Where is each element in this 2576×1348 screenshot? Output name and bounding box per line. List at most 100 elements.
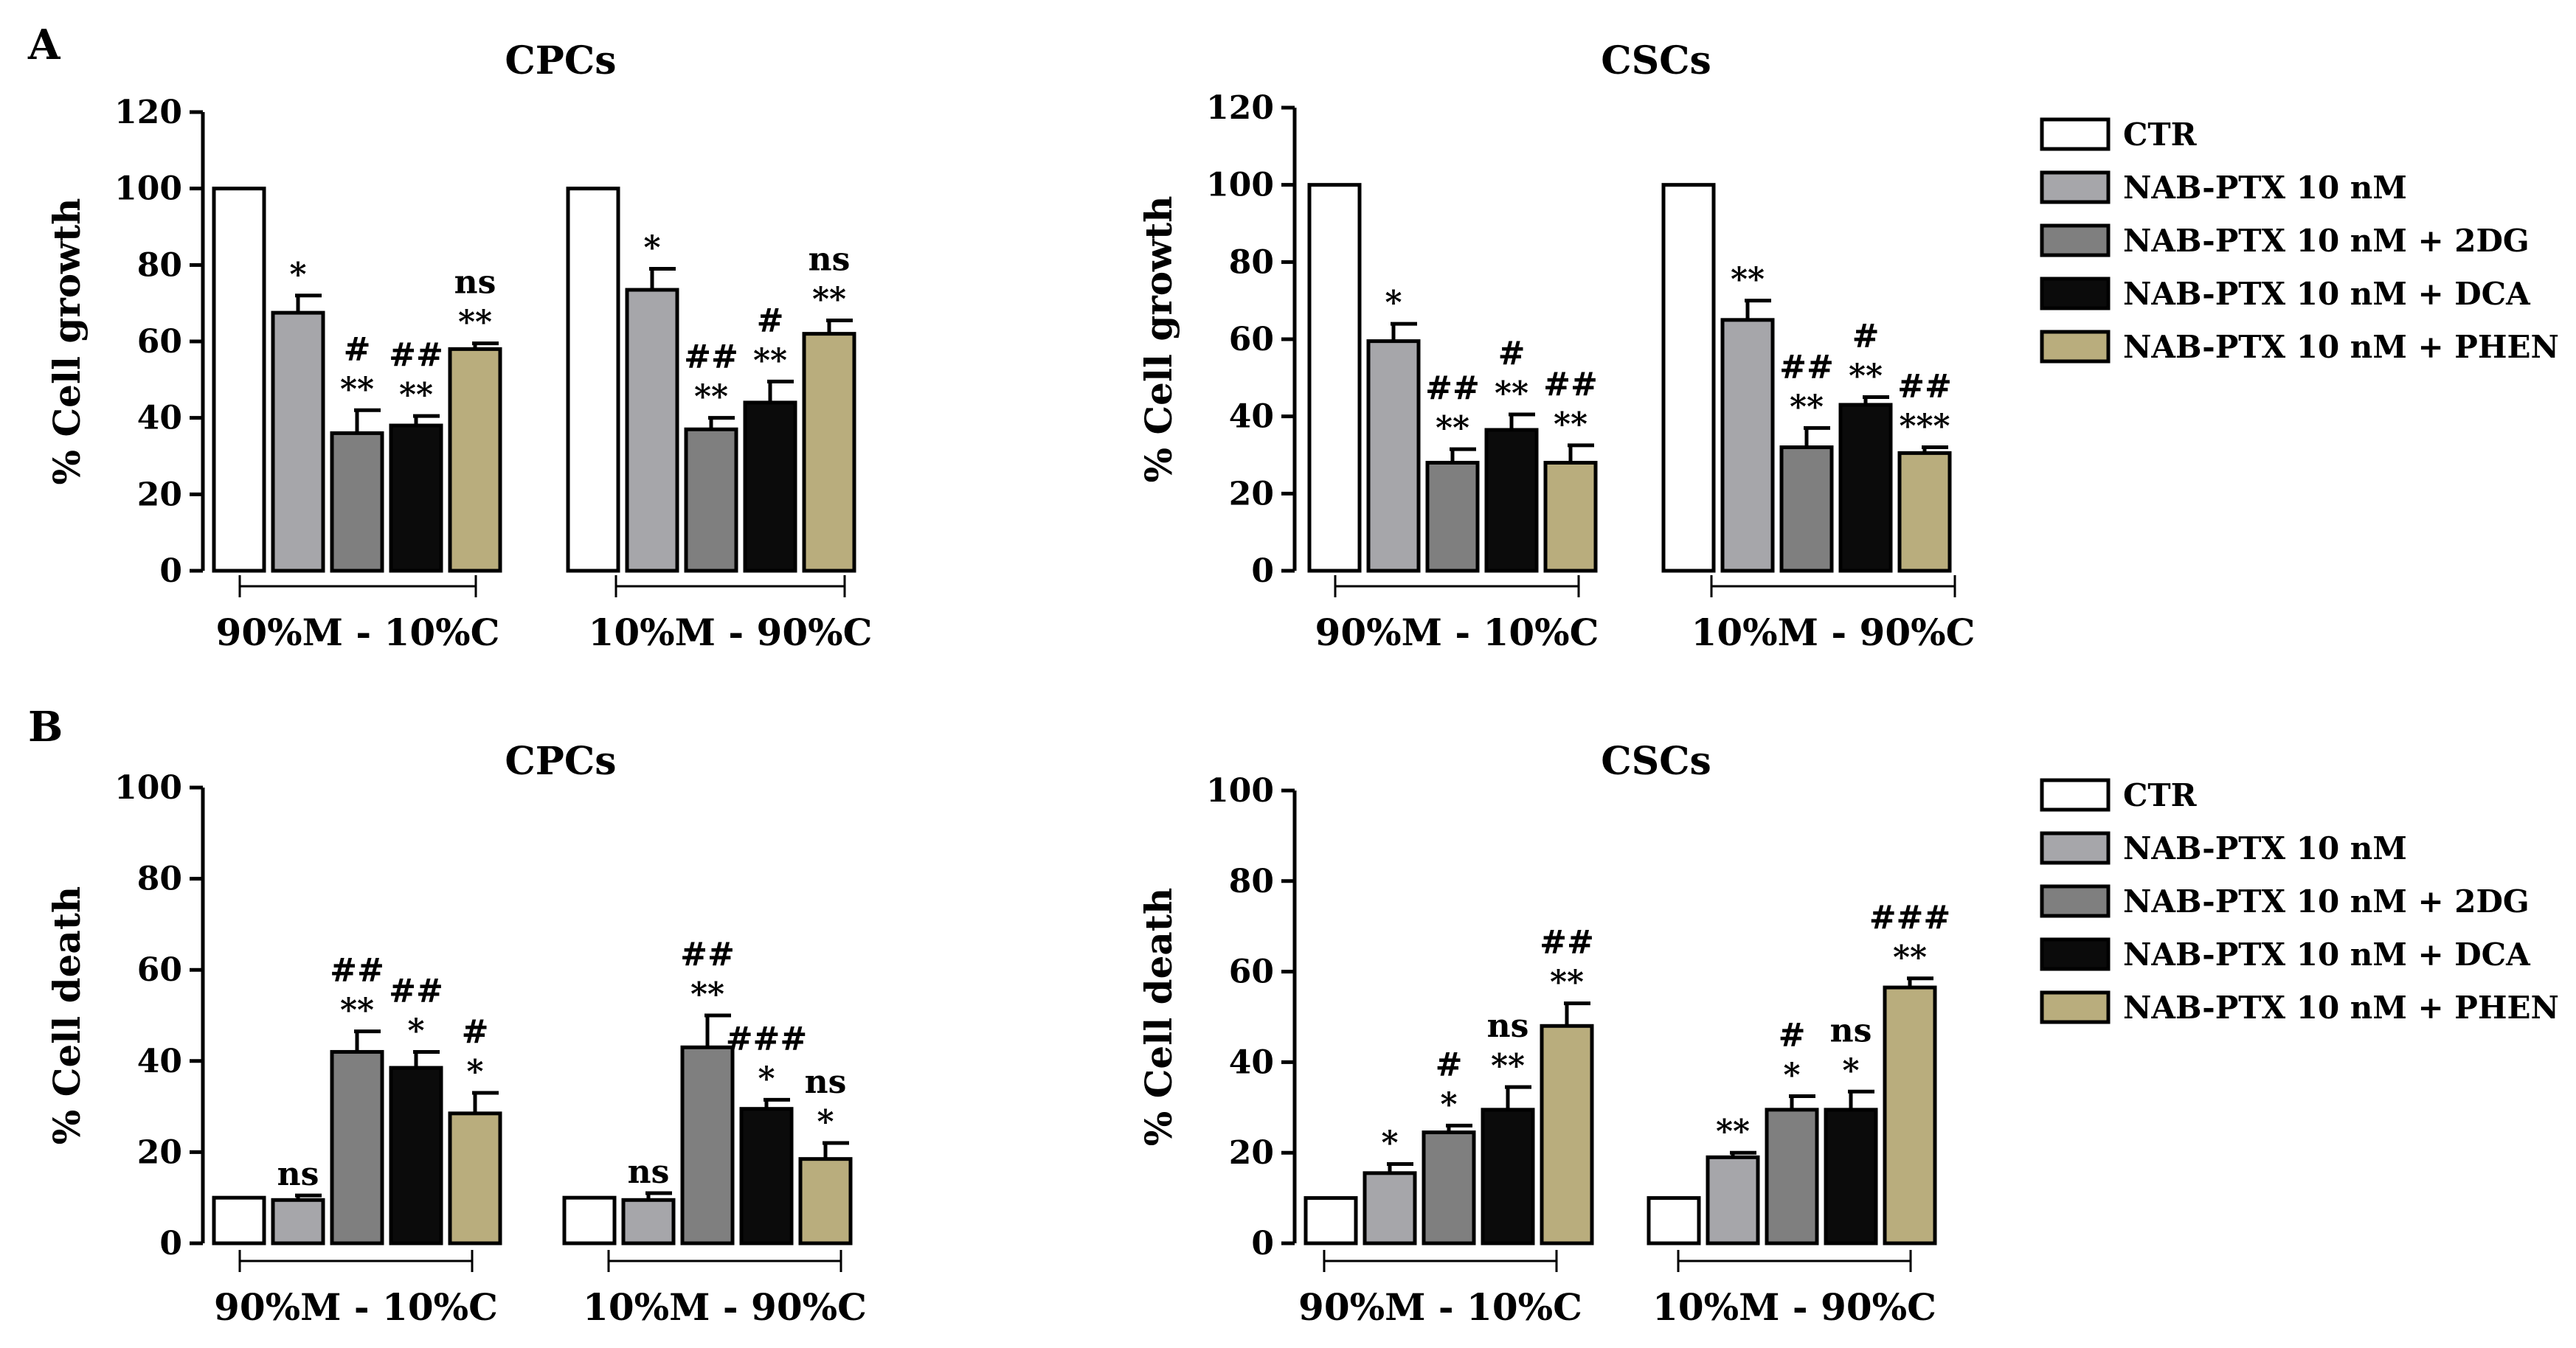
significance-label: ns — [1487, 1007, 1529, 1045]
significance-label: ## — [1540, 924, 1594, 962]
legend-swatch — [2040, 778, 2111, 812]
y-tick-label: 120 — [1206, 89, 1274, 127]
bar — [1779, 445, 1834, 573]
bar — [1425, 460, 1480, 573]
y-tick-label: 80 — [1229, 863, 1274, 900]
bar — [1647, 1196, 1701, 1245]
bar — [330, 1049, 384, 1245]
bar — [1661, 183, 1716, 573]
legend-swatch — [2040, 117, 2111, 151]
significance-label: ** — [1716, 1113, 1750, 1150]
y-tick-label: 60 — [137, 323, 182, 361]
bar — [1422, 1130, 1476, 1245]
significance-label: ** — [1790, 388, 1824, 425]
legend-label: NAB-PTX 10 nM + DCA — [2123, 937, 2531, 973]
significance-label: ns — [805, 1063, 847, 1101]
bar — [798, 1157, 853, 1245]
significance-label: # — [1779, 1016, 1806, 1054]
y-axis-label: % Cell growth — [45, 198, 89, 484]
legend-label: NAB-PTX 10 nM + 2DG — [2123, 223, 2530, 259]
bar — [330, 431, 384, 573]
bar — [1883, 985, 1937, 1245]
significance-label: # — [1852, 318, 1880, 355]
chart-a-cscs: CSCs% Cell growth020406080100120***##**#… — [1137, 38, 1975, 654]
y-axis-label: % Cell death — [1137, 888, 1180, 1147]
significance-label: ## — [389, 972, 443, 1010]
y-tick-label: 0 — [1251, 1225, 1274, 1262]
bar — [389, 423, 443, 573]
significance-label: ** — [458, 304, 492, 341]
legend-label: NAB-PTX 10 nM + PHEN — [2123, 329, 2559, 365]
significance-label: *** — [1899, 408, 1950, 445]
significance-label: ns — [1830, 1012, 1872, 1049]
y-tick-label: 20 — [1229, 475, 1274, 513]
legend-b: CTR NAB-PTX 10 nM NAB-PTX 10 nM + 2DG NAB-P… — [2040, 777, 2559, 1026]
chart-title: CPCs — [505, 38, 616, 83]
bar — [562, 1195, 617, 1245]
significance-label: ## — [680, 936, 735, 973]
y-tick-label: 80 — [137, 861, 182, 898]
legend-swatch — [2040, 170, 2111, 204]
bar — [212, 1195, 266, 1245]
significance-label: ns — [809, 240, 851, 278]
category-label: 10%M - 90%C — [583, 1285, 867, 1329]
bar — [1481, 1108, 1535, 1245]
category-label: 90%M - 10%C — [214, 1285, 498, 1329]
legend-label: NAB-PTX 10 nM + DCA — [2123, 276, 2531, 312]
bar — [1720, 318, 1775, 573]
y-tick-label: 20 — [137, 1133, 182, 1171]
significance-label: ## — [1543, 366, 1598, 403]
significance-label: * — [1783, 1056, 1800, 1094]
legend-label: CTR — [2123, 117, 2198, 153]
bar — [1706, 1155, 1760, 1245]
y-tick-label: 0 — [159, 1225, 182, 1262]
bar — [1307, 183, 1362, 573]
significance-label: ** — [694, 378, 728, 416]
y-tick-label: 120 — [114, 94, 182, 131]
significance-label: ### — [726, 1020, 808, 1057]
significance-label: ** — [399, 376, 433, 414]
significance-label: * — [1440, 1085, 1457, 1123]
y-tick-label: 40 — [137, 400, 182, 437]
y-tick-label: 40 — [1229, 1043, 1274, 1081]
chart-title: CPCs — [505, 739, 616, 784]
legend-swatch — [2040, 223, 2111, 257]
bar — [389, 1066, 443, 1245]
bar — [1484, 428, 1539, 573]
significance-label: * — [407, 1012, 424, 1049]
significance-label: * — [466, 1053, 483, 1091]
bar — [621, 1198, 676, 1245]
significance-label: ## — [389, 336, 443, 374]
significance-label: * — [643, 229, 660, 267]
significance-label: # — [757, 302, 784, 339]
y-tick-label: 80 — [137, 246, 182, 284]
bar — [1543, 460, 1598, 573]
legend-swatch — [2040, 831, 2111, 865]
chart-a-cpcs: CPCs% Cell growth020406080100120**#**##*… — [45, 38, 872, 654]
panel-label-b: B — [28, 703, 63, 751]
significance-label: ** — [1436, 409, 1469, 447]
category-label: 10%M - 90%C — [589, 611, 873, 654]
legend-swatch — [2040, 990, 2111, 1024]
bar — [680, 1045, 735, 1245]
y-tick-label: 60 — [1229, 321, 1274, 358]
significance-label: ## — [1897, 368, 1952, 406]
significance-label: ** — [812, 280, 846, 318]
significance-label: ** — [1491, 1047, 1525, 1085]
legend-swatch — [2040, 330, 2111, 364]
significance-label: ## — [1425, 369, 1480, 407]
significance-label: ** — [1849, 358, 1883, 395]
legend-label: NAB-PTX 10 nM — [2123, 170, 2407, 206]
bar — [271, 1198, 325, 1245]
bar — [684, 427, 738, 573]
significance-label: ** — [1550, 964, 1584, 1001]
bar — [448, 1111, 502, 1245]
y-tick-label: 40 — [1229, 398, 1274, 436]
significance-label: # — [344, 330, 371, 368]
bar — [625, 288, 679, 573]
chart-title: CSCs — [1601, 38, 1711, 83]
y-tick-label: 20 — [1229, 1134, 1274, 1172]
significance-label: ## — [1779, 348, 1834, 386]
